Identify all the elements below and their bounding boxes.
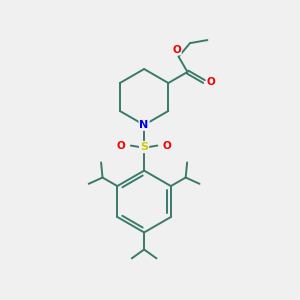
Text: O: O: [163, 141, 171, 151]
Text: S: S: [140, 142, 148, 152]
Text: O: O: [117, 141, 126, 151]
Text: O: O: [206, 76, 215, 86]
Text: O: O: [173, 45, 182, 55]
Text: N: N: [140, 120, 149, 130]
